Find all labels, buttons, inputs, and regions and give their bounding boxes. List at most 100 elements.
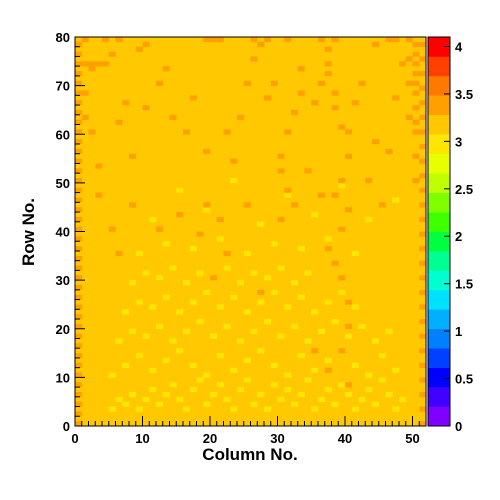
palette-frame (427, 36, 451, 427)
heatmap-cell (412, 153, 420, 159)
heatmap-cell (75, 411, 83, 417)
heatmap-cell (216, 236, 224, 242)
heatmap-cell (399, 61, 407, 67)
heatmap-cell (311, 406, 319, 412)
heatmap-cell (95, 61, 103, 67)
heatmap-cell (216, 382, 224, 388)
heatmap-cell (392, 197, 400, 203)
heatmap-cell (142, 41, 150, 48)
heatmap-cell (372, 41, 380, 48)
heatmap-cell (75, 90, 83, 96)
heatmap-cell (203, 401, 211, 407)
heatmap-cell (75, 265, 83, 271)
heatmap-cell (264, 95, 272, 101)
palette-swatch (428, 367, 450, 388)
heatmap-cell (419, 41, 427, 48)
palette-swatch (428, 114, 450, 135)
x-tick-label: 10 (135, 431, 149, 446)
heatmap-cell (419, 391, 427, 398)
heatmap-cell (156, 80, 164, 86)
heatmap-cell (412, 61, 420, 67)
heatmap-cell (75, 100, 83, 106)
heatmap-cell (135, 46, 143, 52)
heatmap-cell (345, 382, 353, 388)
heatmap-cell (419, 173, 427, 179)
heatmap-cell (162, 391, 170, 398)
heatmap-cell (88, 66, 96, 72)
heatmap-cell (176, 396, 184, 402)
heatmap-cell (257, 221, 265, 227)
y-tick-label: 80 (56, 30, 70, 45)
heatmap-cell (237, 114, 245, 120)
heatmap-cell (250, 328, 258, 334)
heatmap-cell (189, 246, 197, 252)
heatmap-cell (169, 382, 177, 388)
heatmap-cell (412, 119, 420, 125)
heatmap-cell (331, 319, 339, 325)
heatmap-cell (210, 275, 218, 281)
heatmap-cell (149, 304, 157, 310)
heatmap-cell (176, 187, 184, 193)
heatmap-cell (122, 362, 130, 368)
heatmap-cell (95, 163, 103, 169)
heatmap-cell (216, 216, 224, 223)
heatmap-cell (129, 280, 137, 286)
heatmap-cell (304, 270, 312, 276)
palette-swatch (428, 270, 450, 291)
color-palette: 0 0.5 1 1.5 2 2.5 3 3.5 4 (427, 36, 473, 434)
palette-tick-label: 3.5 (455, 87, 473, 102)
heatmap-cell (419, 377, 427, 383)
heatmap-cell (75, 109, 83, 116)
heatmap-cell (189, 387, 197, 393)
palette-swatch (428, 153, 450, 174)
heatmap-cell (75, 333, 83, 339)
heatmap-cell (419, 406, 427, 412)
heatmap-cell (122, 401, 130, 407)
heatmap-cell (412, 105, 420, 111)
heatmap-cell (142, 270, 150, 276)
heatmap-cell (345, 333, 353, 339)
heatmap-cell (399, 396, 407, 402)
heatmap-cell (345, 323, 353, 330)
heatmap-cell (115, 250, 123, 257)
heatmap-cell (203, 207, 211, 213)
heatmap-cell (88, 129, 96, 135)
x-axis-title: Column No. (202, 445, 297, 464)
palette-swatch (428, 289, 450, 310)
heatmap-cell (75, 207, 83, 213)
heatmap-cell (230, 178, 238, 184)
heatmap-cell (75, 80, 83, 86)
heatmap-cell (210, 37, 218, 43)
heatmap-cell (129, 153, 137, 159)
heatmap-cell (156, 226, 164, 232)
heatmap-cell (149, 216, 157, 223)
heatmap-cell (284, 372, 292, 378)
heatmap-cell (419, 187, 427, 193)
heatmap-cell (75, 401, 83, 407)
heatmap-cell (291, 323, 299, 330)
heatmap-cell (75, 294, 83, 300)
heatmap-cell (405, 114, 413, 120)
heatmap-cell (95, 192, 103, 198)
palette-swatch (428, 134, 450, 154)
heatmap-cell (419, 158, 427, 164)
heatmap-cell (291, 280, 299, 286)
heatmap-cell (257, 299, 265, 305)
heatmap-cell (75, 391, 83, 398)
heatmap-cell (75, 71, 83, 77)
heatmap-cell (311, 367, 319, 373)
heatmap-cell (304, 338, 312, 344)
heatmap-cell (102, 37, 110, 43)
heatmap-cell (257, 289, 265, 296)
heatmap-cell (75, 372, 83, 378)
y-tick-label: 50 (56, 176, 70, 191)
heatmap-cell (75, 421, 83, 427)
heatmap-cell (183, 328, 191, 334)
heatmap-cell (358, 323, 366, 330)
x-tick-label: 50 (405, 431, 419, 446)
heatmap-cell (230, 158, 238, 164)
heatmap-cell (311, 212, 319, 218)
heatmap-cell (250, 56, 258, 62)
heatmap-cell (419, 71, 427, 77)
heatmap-cell (216, 37, 224, 43)
